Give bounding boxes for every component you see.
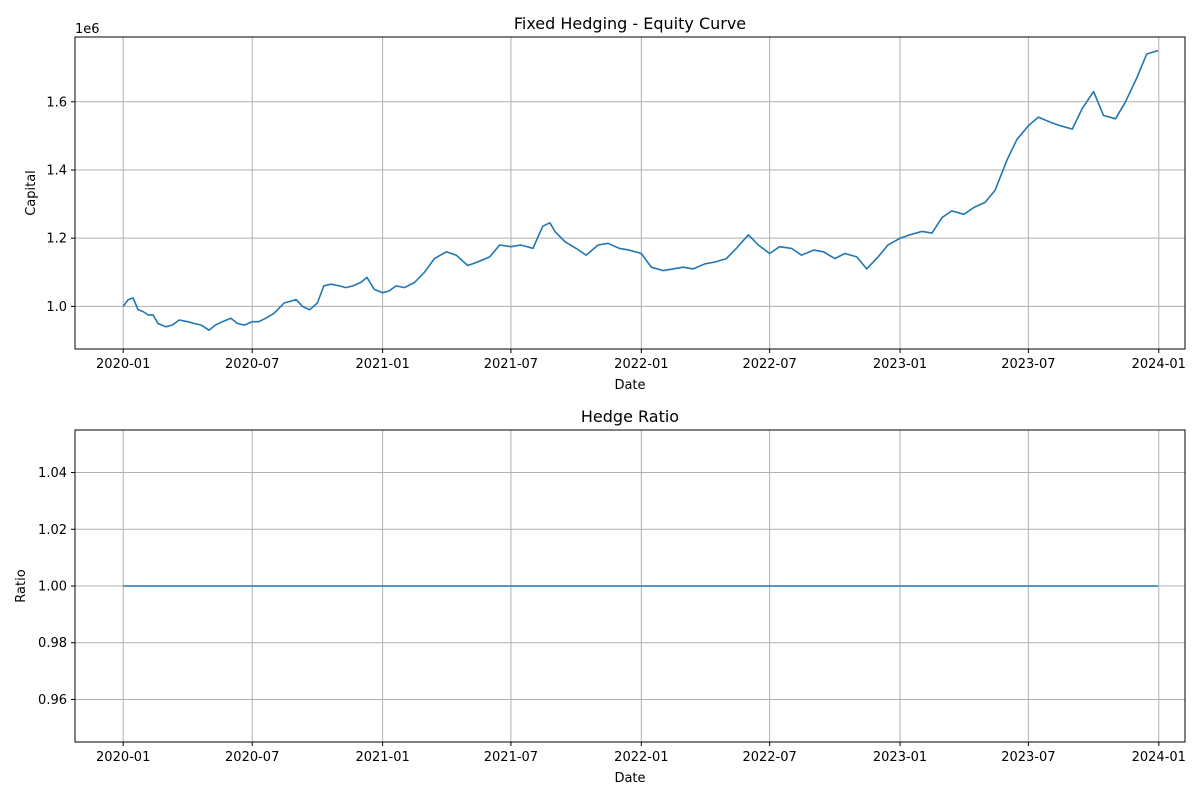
equity-x-ticks: 2020-01 2020-07 2021-01 2021-07 2022-01 2022-… bbox=[96, 349, 1186, 372]
x-tick-label: 2024-01 bbox=[1132, 357, 1186, 372]
equity-curve-axes: Fixed Hedging - Equity Curve 1e6 2020-01… bbox=[24, 14, 1186, 393]
y-tick-label: 1.02 bbox=[38, 523, 67, 538]
x-tick-label: 2023-07 bbox=[1001, 357, 1055, 372]
hedge-y-ticks: 0.96 0.98 1.00 1.02 1.04 bbox=[38, 466, 75, 708]
x-tick-label: 2020-01 bbox=[96, 357, 150, 372]
x-tick-label: 2020-07 bbox=[225, 357, 279, 372]
x-tick-label: 2023-07 bbox=[1001, 750, 1055, 765]
x-tick-label: 2022-07 bbox=[742, 357, 796, 372]
hedge-x-axis-label: Date bbox=[614, 771, 645, 786]
x-tick-label: 2020-07 bbox=[225, 750, 279, 765]
equity-plot-frame bbox=[74, 36, 1186, 350]
equity-y-ticks: 1.0 1.2 1.4 1.6 bbox=[46, 95, 75, 315]
series-line bbox=[122, 49, 1159, 332]
y-tick-label: 1.2 bbox=[46, 232, 67, 247]
equity-series bbox=[122, 49, 1159, 332]
equity-grid bbox=[75, 37, 1185, 349]
y-tick-label: 0.96 bbox=[38, 693, 67, 708]
x-tick-label: 2021-01 bbox=[355, 750, 409, 765]
x-tick-label: 2022-01 bbox=[614, 750, 668, 765]
y-tick-label: 1.0 bbox=[46, 300, 67, 315]
y-tick-label: 1.6 bbox=[46, 95, 67, 110]
x-tick-label: 2024-01 bbox=[1132, 750, 1186, 765]
x-tick-label: 2021-01 bbox=[355, 357, 409, 372]
equity-chart-title: Fixed Hedging - Equity Curve bbox=[514, 14, 746, 33]
x-tick-label: 2022-07 bbox=[742, 750, 796, 765]
x-tick-label: 2023-01 bbox=[873, 357, 927, 372]
y-tick-label: 1.04 bbox=[38, 466, 67, 481]
y-tick-label: 1.4 bbox=[46, 163, 67, 178]
y-offset-label: 1e6 bbox=[75, 22, 100, 37]
hedge-y-axis-label: Ratio bbox=[14, 569, 29, 602]
x-tick-label: 2022-01 bbox=[614, 357, 668, 372]
hedge-ratio-axes: Hedge Ratio 2020-01 2020-07 2021-01 2021-07… bbox=[14, 407, 1186, 786]
x-tick-label: 2021-07 bbox=[484, 357, 538, 372]
y-tick-label: 1.00 bbox=[38, 580, 67, 595]
hedge-x-ticks: 2020-01 2020-07 2021-01 2021-07 2022-01 2022-… bbox=[96, 742, 1186, 765]
x-tick-label: 2020-01 bbox=[96, 750, 150, 765]
y-tick-label: 0.98 bbox=[38, 636, 67, 651]
x-tick-label: 2021-07 bbox=[484, 750, 538, 765]
hedge-chart-title: Hedge Ratio bbox=[581, 407, 679, 426]
equity-x-axis-label: Date bbox=[614, 378, 645, 393]
x-tick-label: 2023-01 bbox=[873, 750, 927, 765]
equity-y-axis-label: Capital bbox=[24, 170, 39, 216]
